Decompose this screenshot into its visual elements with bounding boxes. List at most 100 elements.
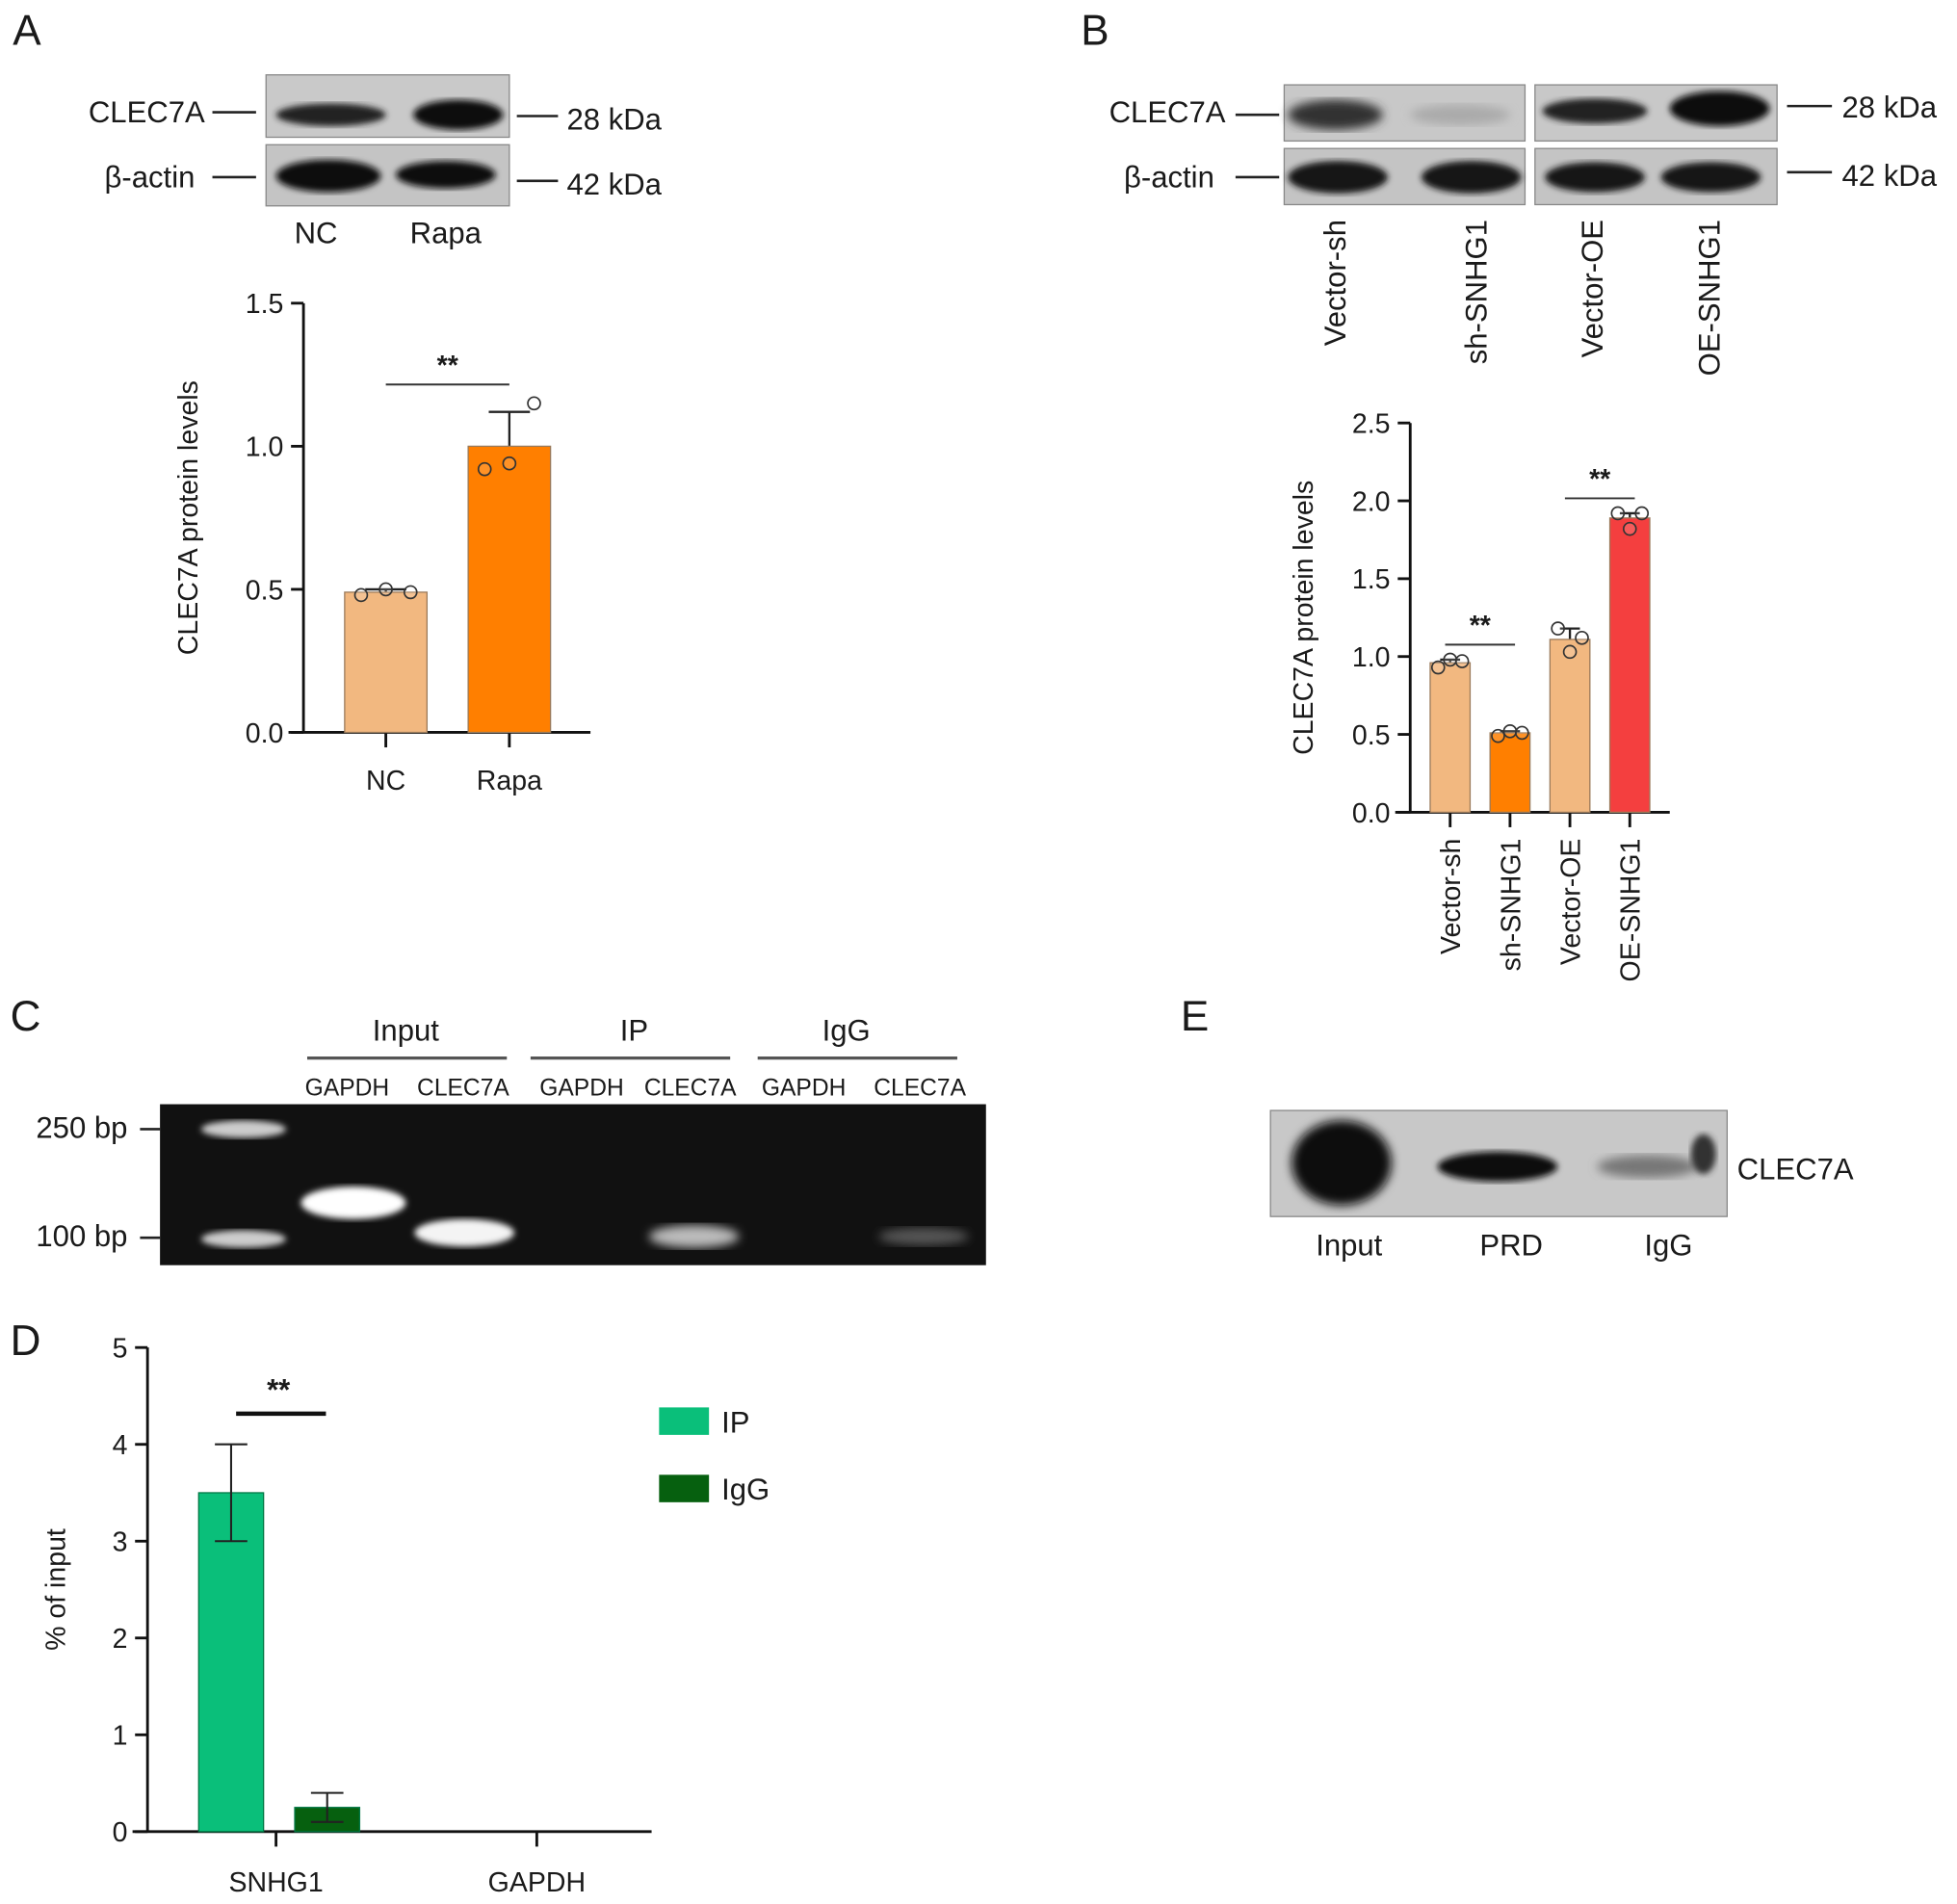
y-tick-label: 3	[113, 1527, 128, 1558]
x-tick-label: OE-SNHG1	[1616, 839, 1647, 982]
data-point	[1575, 630, 1589, 645]
x-tick-label: Vector-sh	[1436, 839, 1467, 954]
data-point	[1502, 724, 1518, 739]
data-point	[1515, 725, 1529, 741]
significance-label: **	[267, 1373, 291, 1407]
x-tick-label: Vector-OE	[1555, 839, 1586, 965]
data-point	[403, 585, 418, 600]
data-point	[353, 587, 369, 603]
y-tick-label: 0.0	[246, 718, 284, 749]
y-tick-label: 0.5	[1352, 720, 1391, 751]
data-point	[1443, 652, 1458, 667]
gel-marker-100: 100 bp	[36, 1219, 127, 1253]
x-tick-label: NC	[366, 766, 405, 796]
bar	[344, 591, 429, 734]
y-tick-label: 1.5	[1352, 564, 1391, 595]
bar	[467, 445, 552, 734]
gel-group-ip: IP	[620, 1013, 648, 1047]
data-point	[502, 456, 517, 471]
bar	[1549, 639, 1591, 814]
x-tick-label: SNHG1	[229, 1867, 324, 1898]
blot-e-lane-prd: PRD	[1479, 1228, 1543, 1262]
y-tick-label: 1.0	[246, 432, 284, 463]
y-tick-label: 4	[113, 1430, 128, 1461]
y-tick-label: 1	[113, 1721, 128, 1752]
blot-b-row-clec7a: CLEC7A	[1109, 95, 1226, 129]
data-point	[1622, 521, 1637, 536]
significance-label: **	[437, 351, 459, 381]
blot-b-lane-2: sh-SNHG1	[1459, 220, 1493, 364]
blot-e-lane-input: Input	[1316, 1228, 1382, 1262]
y-tick-label: 0.5	[246, 575, 284, 606]
y-axis-label: % of input	[41, 1528, 72, 1651]
blot-b-lane-1: Vector-sh	[1318, 220, 1352, 346]
blot-b-size-42: 42 kDa	[1842, 159, 1938, 193]
blot-a-row-clec7a: CLEC7A	[89, 95, 205, 129]
y-tick-label: 0.0	[1352, 798, 1391, 829]
x-tick-label: Rapa	[477, 766, 542, 796]
gel-lane-3: GAPDH	[539, 1075, 624, 1101]
y-tick-label: 2.0	[1352, 486, 1391, 517]
blot-b-lane-3: Vector-OE	[1576, 220, 1609, 357]
data-point	[477, 461, 492, 477]
y-axis-label: CLEC7A protein levels	[1289, 481, 1319, 755]
gel-group-input: Input	[373, 1013, 439, 1047]
data-point	[1430, 660, 1446, 675]
legend-swatch	[659, 1407, 710, 1435]
blot-a-lane-nc: NC	[295, 217, 338, 250]
blot-a-lane-rapa: Rapa	[410, 217, 483, 250]
blot-a-size-42: 42 kDa	[566, 168, 662, 201]
data-point	[1491, 728, 1505, 743]
data-point	[1562, 644, 1578, 660]
gel-marker-250: 250 bp	[36, 1111, 127, 1145]
blot-e-band-label: CLEC7A	[1737, 1152, 1854, 1186]
gel-lane-6: CLEC7A	[874, 1075, 966, 1101]
y-tick-label: 2	[113, 1624, 128, 1655]
blot-b-lane-4: OE-SNHG1	[1693, 220, 1727, 376]
data-point	[1454, 654, 1470, 668]
significance-label: **	[1589, 464, 1611, 495]
y-tick-label: 1.5	[246, 289, 284, 320]
x-tick-label: sh-SNHG1	[1496, 839, 1526, 972]
y-axis-label: CLEC7A protein levels	[173, 380, 204, 655]
blot-a: CLEC7A β-actin 28 kDa 42 kDa NC Rapa	[89, 74, 663, 250]
gel-lane-2: CLEC7A	[417, 1075, 509, 1101]
gel-c: Input IP IgG GAPDH CLEC7A GAPDH CLEC7A G…	[36, 1013, 986, 1265]
x-tick-label: GAPDH	[488, 1867, 586, 1898]
blot-b-size-28: 28 kDa	[1842, 91, 1938, 124]
y-tick-label: 5	[113, 1334, 128, 1365]
data-point	[1610, 506, 1626, 521]
panel-label-d: D	[11, 1317, 41, 1365]
y-tick-label: 2.5	[1352, 409, 1391, 440]
panel-label-a: A	[13, 8, 41, 55]
bar	[1608, 517, 1651, 814]
chart-b: 0.0 0.5 1.0 1.5 2.0 2.5 CLEC7A protein levels V…	[1289, 409, 1670, 982]
data-point	[1551, 621, 1565, 636]
y-tick-label: 1.0	[1352, 642, 1391, 673]
y-tick-label: 0	[113, 1817, 128, 1848]
blot-e-lane-igg: IgG	[1644, 1228, 1692, 1262]
data-point	[378, 582, 393, 597]
blot-a-row-actin: β-actin	[105, 160, 196, 194]
chart-d: 0 1 2 3 4 5 % of input SNHG1 GAPDH IP IgG **	[41, 1334, 770, 1898]
panel-label-c: C	[11, 993, 41, 1040]
panel-label-e: E	[1181, 993, 1209, 1040]
bar	[1429, 662, 1472, 814]
gel-group-igg: IgG	[822, 1013, 871, 1047]
blot-e: CLEC7A Input PRD IgG	[1269, 1109, 1854, 1262]
bar	[197, 1492, 265, 1833]
significance-label: **	[1470, 611, 1492, 641]
bar	[1489, 732, 1531, 814]
blot-a-size-28: 28 kDa	[566, 103, 662, 137]
blot-b-row-actin: β-actin	[1124, 160, 1214, 194]
legend-label: IgG	[721, 1473, 770, 1506]
chart-a: 0.0 0.5 1.0 1.5 CLEC7A protein levels NC Rapa *…	[173, 289, 591, 796]
panel-label-b: B	[1081, 8, 1109, 55]
gel-lane-1: GAPDH	[305, 1075, 390, 1101]
data-point	[527, 396, 541, 411]
legend-label: IP	[721, 1405, 749, 1439]
legend-swatch	[659, 1474, 710, 1502]
gel-lane-4: CLEC7A	[644, 1075, 737, 1101]
blot-b: CLEC7A β-actin 28 kDa 42 kDa Vector-sh s…	[1109, 84, 1938, 376]
